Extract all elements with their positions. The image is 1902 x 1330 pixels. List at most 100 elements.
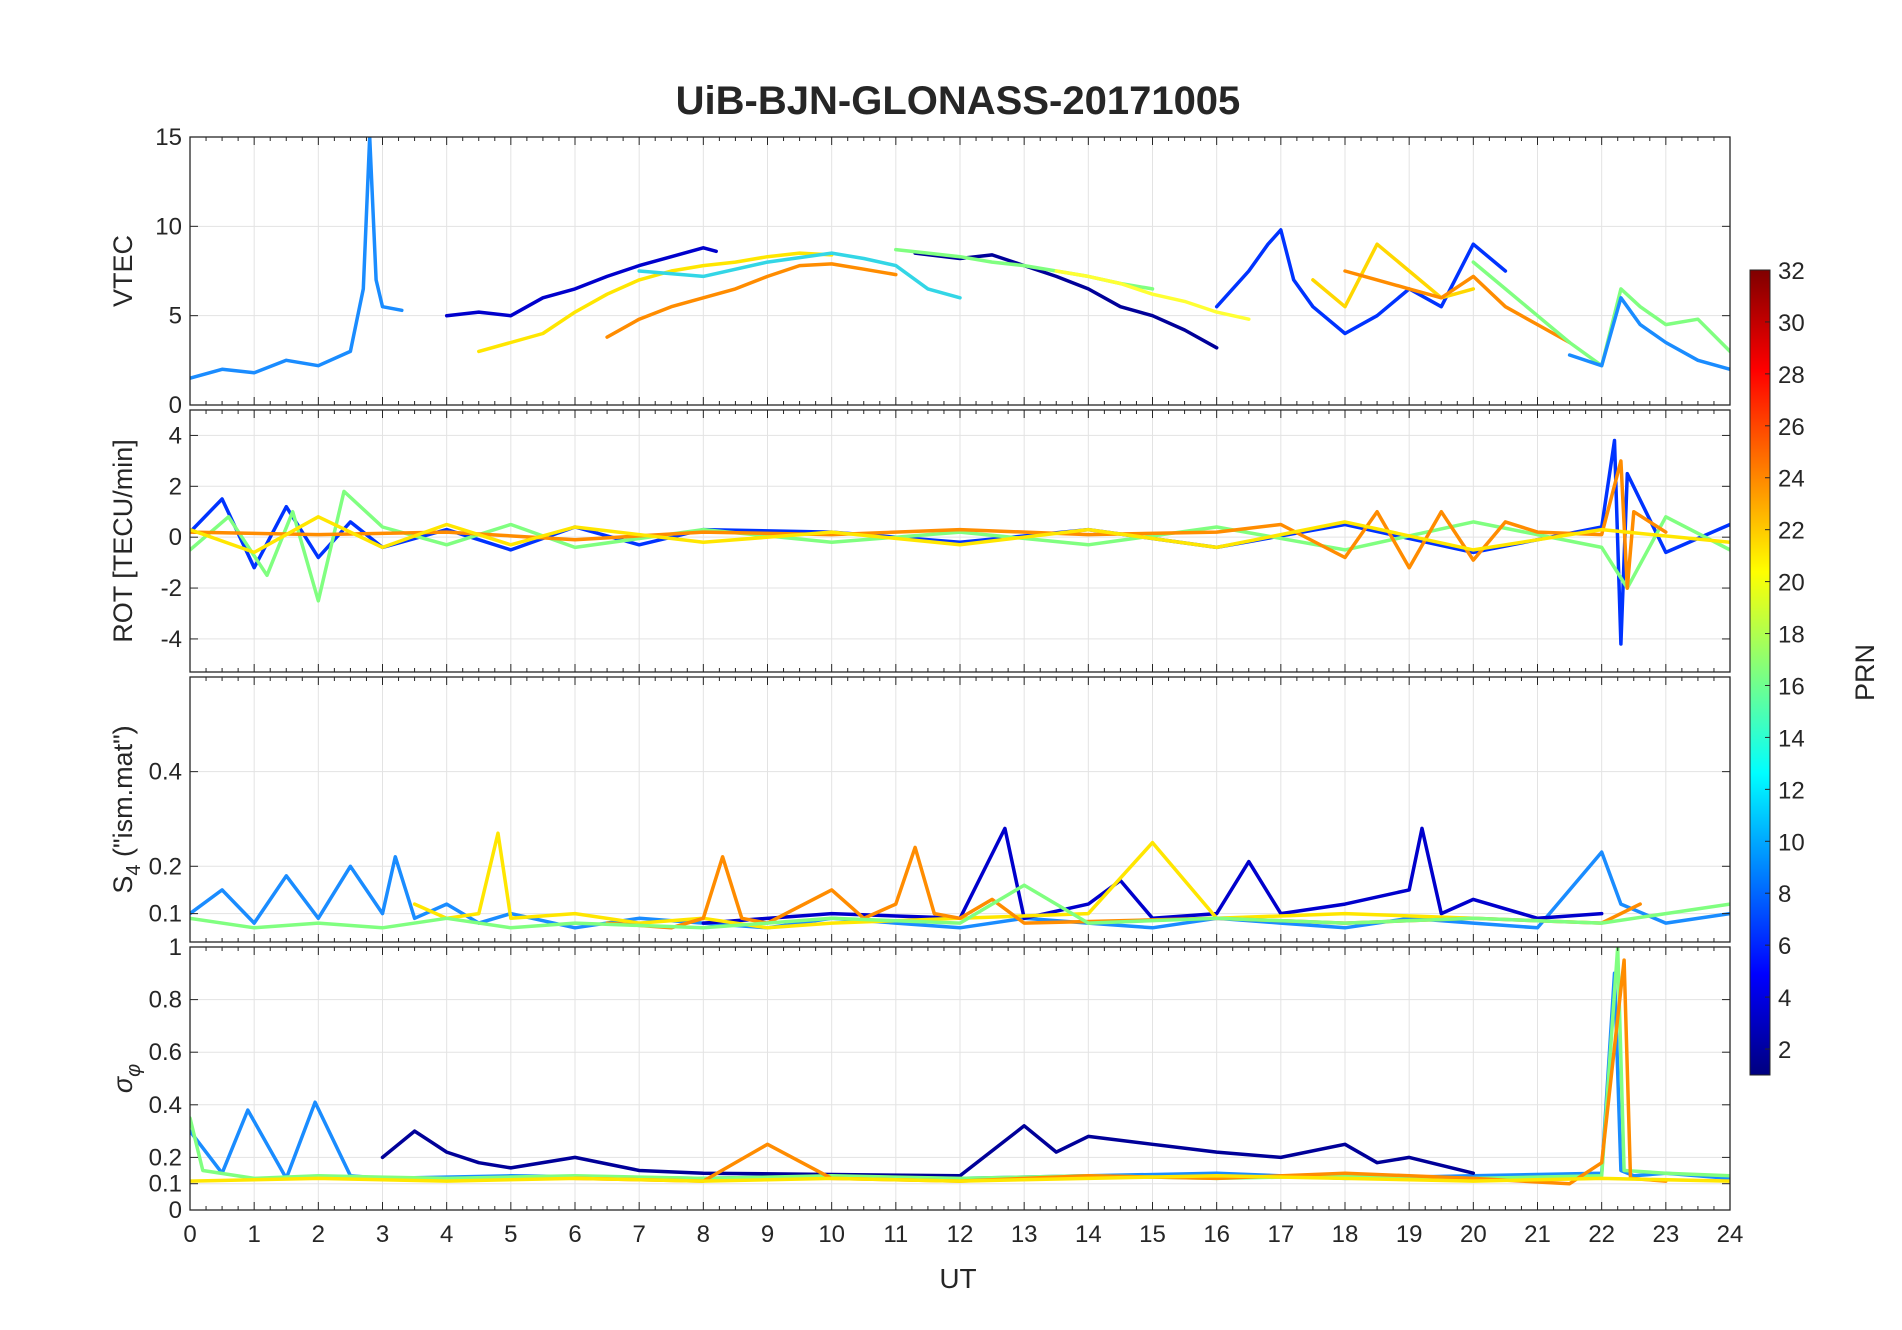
y-tick-label: 0.8 [149,987,182,1014]
x-tick-label: 21 [1524,1221,1551,1248]
x-tick-label: 6 [568,1221,581,1248]
series-line-13 [1567,296,1730,372]
series-line-9 [1214,228,1508,336]
colorbar-tick-label: 8 [1778,881,1791,908]
series-group [190,947,1730,1186]
y-tick-label: -4 [161,626,182,653]
series-line-5 [190,883,1730,930]
colorbar-tick-label: 2 [1778,1037,1791,1064]
y-axis-label: VTEC [108,235,138,307]
series-line-4 [605,262,898,339]
x-tick-label: 17 [1267,1221,1294,1248]
x-tick-label: 2 [312,1221,325,1248]
colorbar-tick-label: 28 [1778,362,1805,389]
y-tick-label: 4 [169,422,182,449]
series-group [190,137,1730,380]
series-line-3 [412,831,1476,930]
colorbar-tick-label: 16 [1778,673,1805,700]
y-tick-label: 0 [169,392,182,419]
series-line-2 [444,246,718,318]
x-tick-label: 13 [1011,1221,1038,1248]
y-tick-label: 0.4 [149,1092,182,1119]
x-tick-label: 18 [1332,1221,1359,1248]
panel-3: 0.1 0.2 0.4S4 ("ism.mat") [108,676,1731,943]
colorbar-gradient [1750,270,1770,1075]
x-tick-label: 0 [183,1221,196,1248]
y-axis-label: S4 ("ism.mat") [108,725,145,893]
chart-title: UiB-BJN-GLONASS-20171005 [676,79,1241,123]
x-tick-label: 5 [504,1221,517,1248]
panel-2: -4 -2 0 2 4 ROT [TECU/min] [108,409,1731,673]
y-axis-label: σφ [108,1064,145,1093]
x-tick-label: 3 [376,1221,389,1248]
colorbar-tick-label: 4 [1778,985,1791,1012]
x-tick-label: 14 [1075,1221,1102,1248]
series-group [190,438,1730,646]
y-tick-label: 0.1 [149,901,182,928]
y-tick-label: 0 [169,524,182,551]
x-tick-label: 8 [697,1221,710,1248]
x-tick-label: 4 [440,1221,453,1248]
colorbar-tick-label: 24 [1778,466,1805,493]
panel-1: 0 5 10 15 VTEC [108,124,1731,419]
x-tick-label: 12 [947,1221,974,1248]
series-line-5 [637,251,962,300]
y-tick-label: 1 [169,934,182,961]
colorbar-tick-label: 6 [1778,933,1791,960]
y-tick-label: 15 [155,124,182,151]
x-tick-label: 1 [247,1221,260,1248]
y-tick-label: -2 [161,575,182,602]
colorbar-frame [1749,269,1771,1076]
colorbar-tick-label: 22 [1778,518,1805,545]
series-line-4 [605,845,1642,930]
series-line-3 [477,251,834,354]
series-line-6 [913,251,1219,350]
x-tick-label: 16 [1203,1221,1230,1248]
y-tick-label: 0.2 [149,1144,182,1171]
series-line-3 [190,459,1668,590]
y-axis-label: ROT [TECU/min] [108,439,138,643]
y-tick-label: 0.1 [149,1171,182,1198]
y-tick-label: 5 [169,303,182,330]
y-tick-label: 2 [169,473,182,500]
x-tick-label: 11 [883,1221,908,1248]
colorbar-tick-label: 32 [1778,258,1805,285]
colorbar-tick-label: 26 [1778,414,1805,441]
colorbar-tick-label: 30 [1778,310,1805,337]
series-line-4 [190,515,1730,555]
series-line-1 [190,438,1730,646]
series-line-2 [380,1124,1476,1178]
colorbar-tick-label: 10 [1778,829,1805,856]
colorbar-tick-label: 12 [1778,777,1805,804]
x-tick-label: 22 [1588,1221,1615,1248]
y-tick-label: 10 [155,213,182,240]
series-line-11 [1343,269,1572,345]
y-tick-label: 0 [169,1197,182,1224]
colorbar-label: PRN [1850,644,1880,701]
series-group [190,826,1730,930]
colorbar-tick-label: 20 [1778,570,1805,597]
series-line-1 [190,850,1730,930]
series-line-10 [1311,242,1476,309]
x-tick-label: 24 [1717,1221,1744,1248]
x-tick-label: 20 [1460,1221,1487,1248]
colorbar-tick-label: 18 [1778,622,1805,649]
x-axis-label: UT [939,1263,976,1294]
x-tick-label: 23 [1652,1221,1679,1248]
y-tick-label: 0.6 [149,1039,182,1066]
x-tick-label: 19 [1396,1221,1423,1248]
series-line-2 [701,826,1604,925]
x-tick-label: 15 [1139,1221,1166,1248]
series-line-5 [190,1174,1730,1183]
series-line-8 [1054,269,1251,321]
x-tick-label: 10 [818,1221,845,1248]
colorbar-tick-label: 14 [1778,725,1805,752]
series-line-1 [190,137,404,380]
y-tick-label: 0.4 [149,759,182,786]
x-tick-label: 7 [632,1221,645,1248]
y-tick-label: 0.2 [149,853,182,880]
